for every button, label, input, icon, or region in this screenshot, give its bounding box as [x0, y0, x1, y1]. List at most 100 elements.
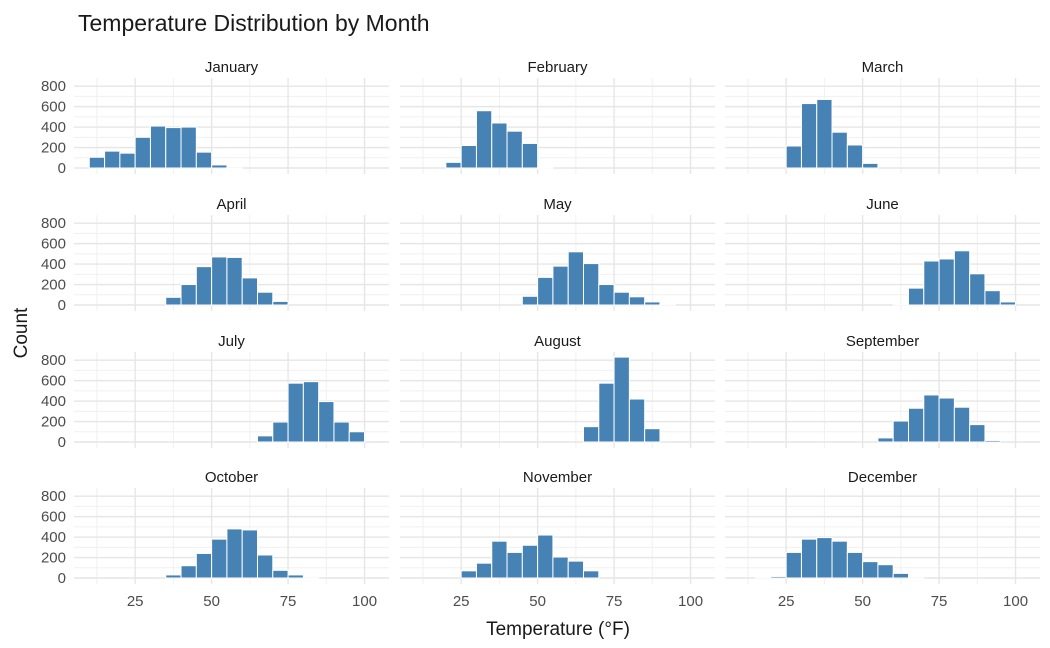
- histogram-bar: [104, 150, 121, 169]
- histogram-bar: [226, 528, 243, 579]
- facet-panel-july: July 0 200 400 600 800: [41, 333, 389, 451]
- histogram-bar: [938, 397, 955, 443]
- histogram-bar: [892, 303, 909, 306]
- histogram-bar: [552, 265, 569, 306]
- histogram-bar: [521, 544, 539, 579]
- histogram-bar: [846, 144, 864, 169]
- histogram-bar: [287, 574, 304, 579]
- histogram-bar: [302, 381, 320, 443]
- y-tick-label: 600: [41, 373, 66, 390]
- y-tick-label: 200: [41, 140, 66, 157]
- facet-strip-label: May: [543, 196, 572, 213]
- y-tick-label: 800: [41, 352, 66, 369]
- histogram-bar: [816, 98, 833, 169]
- histogram-bar: [862, 561, 879, 579]
- histogram-bar: [165, 127, 182, 169]
- histogram-bar: [537, 534, 554, 579]
- histogram-bar: [318, 401, 335, 443]
- histogram-bar: [256, 554, 274, 579]
- histogram-bar: [211, 164, 228, 169]
- histogram-bar: [180, 565, 197, 579]
- facet-strip-label: January: [205, 59, 259, 76]
- histogram-bar: [907, 577, 925, 580]
- histogram-bar: [846, 551, 864, 579]
- histogram-bar: [475, 110, 493, 169]
- y-tick-label: 0: [58, 160, 66, 177]
- facet-panel-april: April 0 200 400 600 800: [41, 196, 389, 314]
- facet-panel-november: November 25 50 75 100: [400, 469, 715, 610]
- facet-strip-label: November: [523, 469, 592, 486]
- histogram-bar: [644, 301, 661, 306]
- x-tick-label: 100: [1003, 593, 1028, 610]
- histogram-bar: [907, 407, 925, 443]
- facet-strip-label: March: [862, 59, 904, 76]
- facet-panel-february: February: [400, 59, 715, 174]
- y-tick-label: 0: [58, 434, 66, 451]
- facet-panel-december: December 25 50 75 100: [725, 469, 1040, 610]
- facet-panel-august: August: [400, 333, 715, 448]
- histogram-bar: [256, 291, 274, 306]
- facet-panel-september: September: [725, 333, 1040, 448]
- histogram-bar: [923, 394, 940, 443]
- histogram-bar: [241, 529, 258, 579]
- facet-strip-label: July: [218, 333, 245, 350]
- facet-panel-march: March: [725, 59, 1040, 174]
- y-tick-label: 600: [41, 99, 66, 116]
- histogram-bar: [287, 382, 304, 443]
- histogram-bar: [999, 301, 1017, 306]
- y-tick-label: 200: [41, 277, 66, 294]
- histogram-bar: [892, 420, 909, 443]
- histogram-bar: [582, 570, 600, 579]
- x-tick-label: 75: [280, 593, 297, 610]
- histogram-bar: [165, 574, 182, 579]
- facet-strip-label: August: [534, 333, 582, 350]
- histogram-bar: [831, 540, 848, 579]
- histogram-bar: [628, 398, 646, 443]
- histogram-bar: [877, 437, 894, 443]
- x-tick-label: 25: [127, 593, 144, 610]
- y-tick-label: 600: [41, 509, 66, 526]
- x-axis-title: Temperature (°F): [486, 619, 630, 640]
- histogram-bar: [491, 122, 508, 169]
- histogram-bar: [755, 576, 772, 579]
- histogram-bar: [272, 569, 289, 579]
- chart-title: Temperature Distribution by Month: [78, 10, 430, 36]
- histogram-bar: [953, 406, 971, 443]
- histogram-bar: [241, 277, 258, 306]
- facet-strip-label: June: [866, 196, 899, 213]
- x-tick-label: 50: [203, 593, 220, 610]
- histogram-bar: [506, 130, 523, 169]
- histogram-bar: [195, 266, 213, 306]
- histogram-bar: [272, 300, 289, 306]
- histogram-bar: [475, 562, 493, 579]
- y-tick-label: 0: [58, 297, 66, 314]
- x-tick-label: 50: [854, 593, 871, 610]
- histogram-bar: [521, 142, 539, 169]
- y-tick-label: 200: [41, 414, 66, 431]
- x-tick-label: 50: [529, 593, 546, 610]
- histogram-bar: [613, 356, 630, 443]
- facet-panel-june: June: [725, 196, 1040, 311]
- histogram-bar: [567, 251, 584, 306]
- histogram-bar: [211, 256, 228, 306]
- histogram-bar: [969, 424, 986, 443]
- histogram-bar: [180, 126, 197, 169]
- histogram-bar: [521, 295, 539, 306]
- histogram-bar: [226, 167, 243, 170]
- histogram-bar: [491, 540, 508, 579]
- histogram-bar: [800, 103, 818, 169]
- histogram-bar: [628, 296, 646, 306]
- histogram-bar: [923, 260, 940, 306]
- facet-panel-may: May: [400, 196, 715, 311]
- histogram-bar: [256, 435, 274, 443]
- histogram-bar: [659, 303, 676, 306]
- y-axis-title: Count: [11, 307, 32, 358]
- histogram-bar: [272, 421, 289, 443]
- facet-panel-january: January 0 200 400 600 800: [41, 59, 389, 177]
- histogram-bar: [938, 258, 955, 306]
- y-tick-label: 0: [58, 570, 66, 587]
- y-tick-label: 400: [41, 256, 66, 273]
- histogram-bar: [445, 161, 462, 169]
- facet-panel-october: October 0 200 400 600 800 25 50 75 100: [41, 469, 389, 610]
- y-tick-label: 400: [41, 393, 66, 410]
